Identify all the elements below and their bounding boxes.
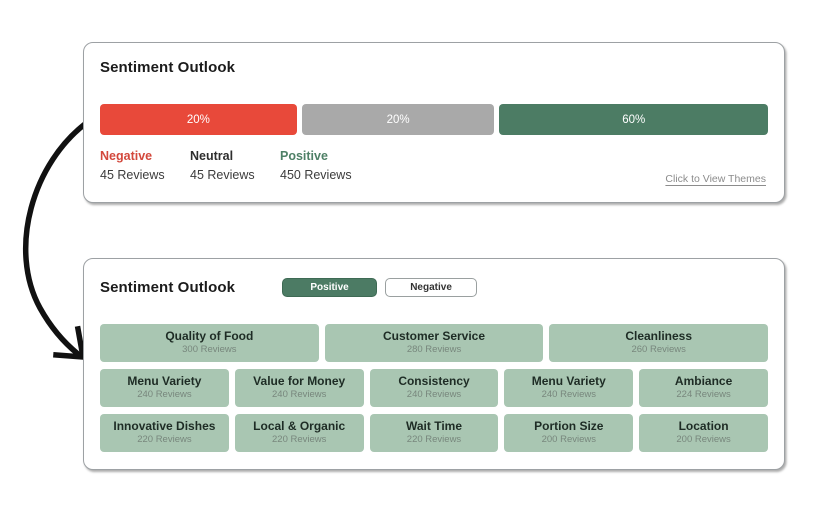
- theme-card-menu-variety-2[interactable]: Menu Variety 240 Reviews: [504, 369, 633, 407]
- theme-cards-grid: Quality of Food 300 Reviews Customer Ser…: [100, 324, 768, 452]
- theme-card-reviews: 300 Reviews: [182, 344, 236, 356]
- theme-card-row-2: Menu Variety 240 Reviews Value for Money…: [100, 369, 768, 407]
- legend-negative-label: Negative: [100, 149, 190, 163]
- legend-neutral: Neutral 45 Reviews: [190, 149, 280, 182]
- theme-card-title: Portion Size: [534, 419, 603, 434]
- theme-card-reviews: 260 Reviews: [631, 344, 685, 356]
- theme-card-title: Menu Variety: [532, 374, 606, 389]
- themes-panel-header: Sentiment Outlook Positive Negative: [100, 278, 768, 297]
- theme-card-reviews: 240 Reviews: [407, 389, 461, 401]
- theme-card-portion-size[interactable]: Portion Size 200 Reviews: [504, 414, 633, 452]
- theme-card-title: Customer Service: [383, 329, 485, 344]
- sentiment-themes-panel: Sentiment Outlook Positive Negative Qual…: [83, 258, 785, 470]
- theme-card-location[interactable]: Location 200 Reviews: [639, 414, 768, 452]
- theme-card-title: Quality of Food: [165, 329, 253, 344]
- theme-card-title: Ambiance: [675, 374, 732, 389]
- theme-card-row-1: Quality of Food 300 Reviews Customer Ser…: [100, 324, 768, 362]
- theme-card-reviews: 220 Reviews: [272, 434, 326, 446]
- sentiment-overview-panel: Sentiment Outlook 20% 20% 60% Negative 4…: [83, 42, 785, 203]
- neutral-bar-segment: 20%: [302, 104, 495, 135]
- theme-card-title: Local & Organic: [253, 419, 345, 434]
- theme-card-reviews: 200 Reviews: [542, 434, 596, 446]
- theme-card-cleanliness[interactable]: Cleanliness 260 Reviews: [549, 324, 768, 362]
- theme-card-quality-of-food[interactable]: Quality of Food 300 Reviews: [100, 324, 319, 362]
- theme-card-reviews: 220 Reviews: [407, 434, 461, 446]
- theme-card-reviews: 240 Reviews: [542, 389, 596, 401]
- negative-filter-button[interactable]: Negative: [385, 278, 477, 297]
- legend-positive-count: 450 Reviews: [280, 168, 370, 182]
- theme-card-title: Location: [679, 419, 729, 434]
- theme-card-title: Innovative Dishes: [113, 419, 215, 434]
- theme-card-title: Consistency: [398, 374, 469, 389]
- theme-card-reviews: 220 Reviews: [137, 434, 191, 446]
- theme-card-wait-time[interactable]: Wait Time 220 Reviews: [370, 414, 499, 452]
- legend-neutral-label: Neutral: [190, 149, 280, 163]
- overview-panel-title: Sentiment Outlook: [100, 59, 768, 76]
- theme-card-title: Wait Time: [406, 419, 462, 434]
- legend-negative: Negative 45 Reviews: [100, 149, 190, 182]
- legend-negative-count: 45 Reviews: [100, 168, 190, 182]
- theme-card-menu-variety[interactable]: Menu Variety 240 Reviews: [100, 369, 229, 407]
- theme-card-consistency[interactable]: Consistency 240 Reviews: [370, 369, 499, 407]
- theme-card-reviews: 224 Reviews: [676, 389, 730, 401]
- theme-card-title: Menu Variety: [127, 374, 201, 389]
- positive-filter-button[interactable]: Positive: [282, 278, 377, 297]
- theme-card-innovative-dishes[interactable]: Innovative Dishes 220 Reviews: [100, 414, 229, 452]
- themes-panel-title: Sentiment Outlook: [100, 279, 235, 296]
- legend-positive: Positive 450 Reviews: [280, 149, 370, 182]
- positive-bar-segment: 60%: [499, 104, 768, 135]
- theme-card-local-organic[interactable]: Local & Organic 220 Reviews: [235, 414, 364, 452]
- theme-card-reviews: 240 Reviews: [272, 389, 326, 401]
- theme-card-customer-service[interactable]: Customer Service 280 Reviews: [325, 324, 544, 362]
- theme-card-title: Cleanliness: [625, 329, 692, 344]
- theme-card-value-for-money[interactable]: Value for Money 240 Reviews: [235, 369, 364, 407]
- legend-neutral-count: 45 Reviews: [190, 168, 280, 182]
- legend-positive-label: Positive: [280, 149, 370, 163]
- sentiment-stacked-bar: 20% 20% 60%: [100, 104, 768, 135]
- negative-bar-segment: 20%: [100, 104, 297, 135]
- theme-card-reviews: 200 Reviews: [676, 434, 730, 446]
- theme-card-row-3: Innovative Dishes 220 Reviews Local & Or…: [100, 414, 768, 452]
- theme-card-reviews: 280 Reviews: [407, 344, 461, 356]
- theme-card-ambiance[interactable]: Ambiance 224 Reviews: [639, 369, 768, 407]
- theme-card-title: Value for Money: [253, 374, 345, 389]
- view-themes-link[interactable]: Click to View Themes: [665, 173, 766, 185]
- sentiment-filter-toggle: Positive Negative: [282, 278, 477, 297]
- theme-card-reviews: 240 Reviews: [137, 389, 191, 401]
